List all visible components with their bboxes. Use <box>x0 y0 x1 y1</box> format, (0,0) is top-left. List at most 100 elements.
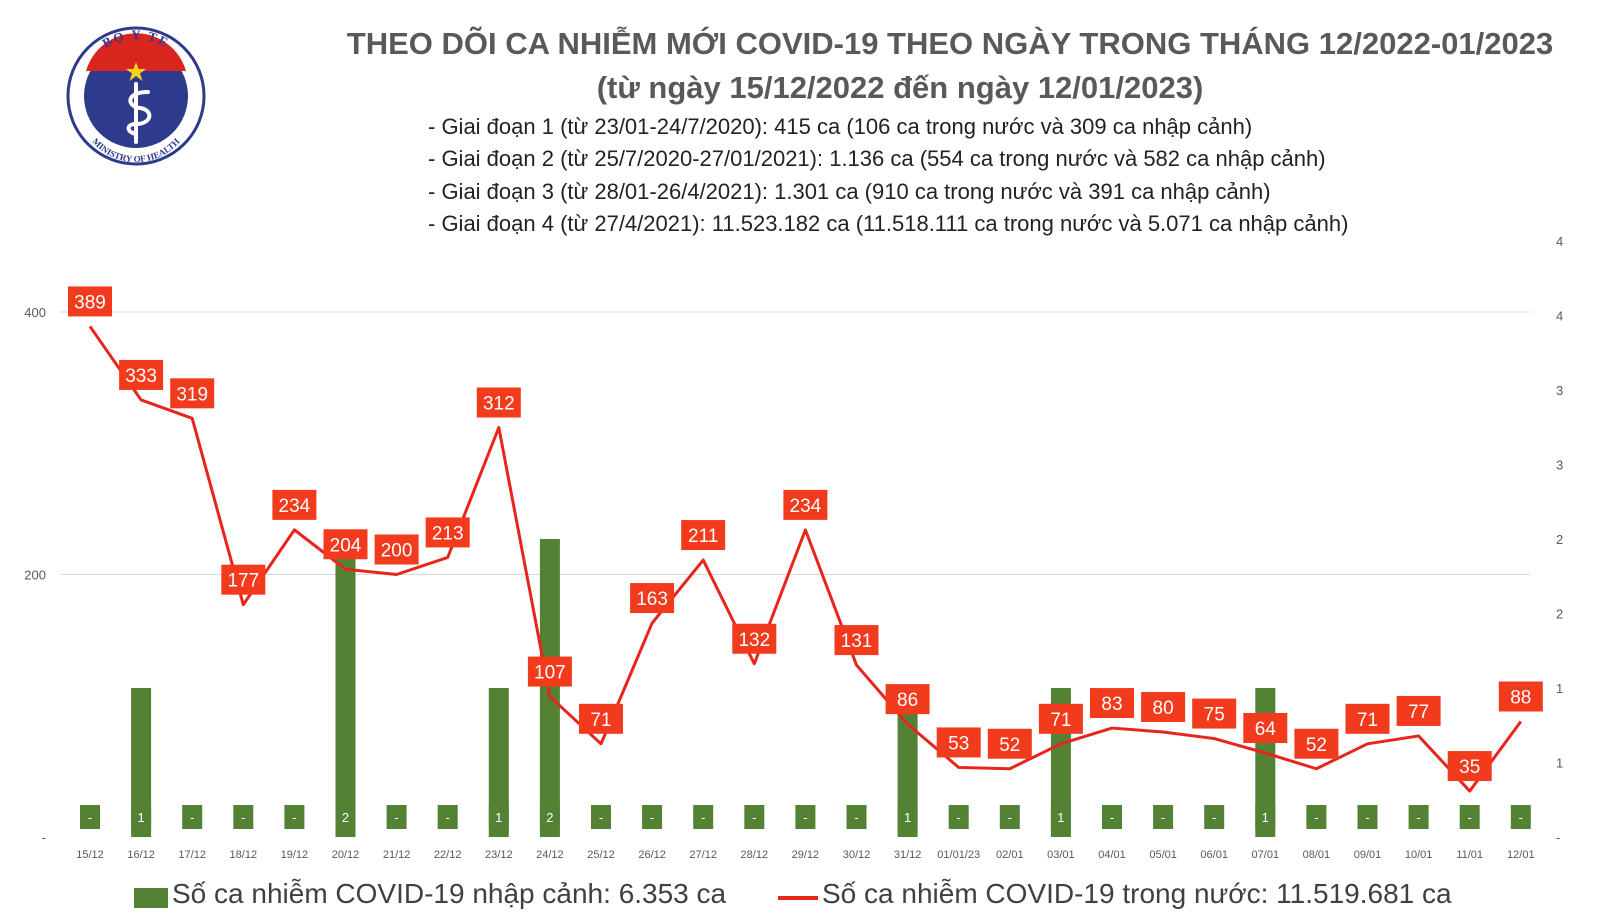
import-bar-label-box <box>1408 805 1429 829</box>
domestic-data-label-text: 77 <box>1408 702 1429 723</box>
domestic-data-label-text: 64 <box>1255 719 1277 740</box>
import-bar-label-box <box>233 805 254 829</box>
domestic-data-label-text: 234 <box>279 496 311 517</box>
x-axis-tick: 10/01 <box>1405 849 1433 861</box>
x-axis-tick: 29/12 <box>792 849 820 861</box>
domestic-data-label-box <box>323 529 368 560</box>
domestic-data-label-text: 312 <box>483 394 515 415</box>
x-axis-tick: 21/12 <box>383 849 411 861</box>
import-bar-label: - <box>1008 810 1012 825</box>
import-bar-label-box <box>386 805 407 829</box>
domestic-data-label: 80 <box>1141 692 1186 722</box>
import-bar <box>1255 688 1276 837</box>
domestic-data-label-text: 131 <box>841 631 873 652</box>
domestic-data-label: 53 <box>936 727 981 758</box>
right-axis: - 1 1 2 2 3 3 4 4 <box>1556 234 1563 845</box>
domestic-data-label-box <box>1498 681 1543 712</box>
domestic-data-label-text: 52 <box>1306 735 1327 756</box>
domestic-data-label-text: 234 <box>790 496 822 517</box>
x-axis-tick: 16/12 <box>127 849 155 861</box>
domestic-line-path <box>88 325 1523 793</box>
import-bar-label: - <box>1468 810 1472 825</box>
import-bar-label: - <box>854 810 858 825</box>
import-bar-label-box <box>948 805 969 829</box>
domestic-data-label-box <box>783 489 828 520</box>
domestic-data-label-text: 200 <box>381 541 413 562</box>
domestic-data-label-box <box>732 623 777 654</box>
import-bar <box>539 539 560 837</box>
domestic-data-label-box <box>68 286 112 317</box>
import-bar-label-box <box>437 805 458 829</box>
import-bar-label: - <box>752 810 756 825</box>
domestic-data-label-box <box>221 564 266 595</box>
import-bar-label-box <box>335 805 356 829</box>
domestic-data-label-box <box>119 359 164 390</box>
right-axis-tick: 4 <box>1556 234 1563 249</box>
left-axis: - 200 400 <box>24 305 46 845</box>
x-axis-tick: 27/12 <box>689 849 717 861</box>
domestic-data-label-text: 132 <box>738 630 770 651</box>
domestic-data-label: 211 <box>681 520 726 551</box>
import-bar-label: - <box>241 810 245 825</box>
domestic-data-label-text: 86 <box>897 690 918 711</box>
import-bar-label-box <box>80 805 100 829</box>
left-axis-tick: 400 <box>24 305 46 320</box>
phase-note-3: - Giai đoạn 3 (từ 28/01-26/4/2021): 1.30… <box>428 179 1271 204</box>
import-bar-label: 1 <box>495 810 502 825</box>
domestic-data-label: 88 <box>1498 681 1543 712</box>
right-axis-tick: 2 <box>1556 532 1563 547</box>
left-axis-tick: - <box>42 830 46 845</box>
domestic-data-label-text: 88 <box>1510 688 1531 709</box>
x-axis-tick: 24/12 <box>536 849 564 861</box>
domestic-data-label-text: 53 <box>948 733 969 754</box>
x-axis-tick: 31/12 <box>894 849 922 861</box>
x-axis-tick: 07/01 <box>1252 849 1280 861</box>
import-bar-label-box <box>795 805 816 829</box>
import-bar-label: - <box>446 810 450 825</box>
domestic-data-label-text: 83 <box>1101 694 1122 715</box>
domestic-data-label-box <box>630 583 675 614</box>
domestic-line <box>88 325 1523 793</box>
domestic-data-label-box <box>579 703 623 734</box>
x-axis-tick: 23/12 <box>485 849 513 861</box>
domestic-data-label-text: 71 <box>1357 710 1378 731</box>
x-axis-tick: 11/01 <box>1456 849 1483 861</box>
import-bar-label: - <box>1314 810 1318 825</box>
import-bar-label: - <box>957 810 961 825</box>
import-bar <box>131 688 152 837</box>
right-axis-tick: 3 <box>1556 458 1563 473</box>
phase-note-2: - Giai đoạn 2 (từ 25/7/2020-27/01/2021):… <box>428 146 1326 171</box>
domestic-data-label-text: 35 <box>1459 757 1480 778</box>
x-axis-tick: 01/01/23 <box>937 849 980 861</box>
import-bar-label: - <box>599 810 603 825</box>
gridlines <box>60 311 1530 575</box>
x-axis-tick: 30/12 <box>843 849 871 861</box>
import-bar-label-box <box>1153 805 1174 829</box>
domestic-data-label: 71 <box>579 703 623 734</box>
domestic-data-label-text: 213 <box>432 523 464 544</box>
import-bar-label: - <box>1212 810 1216 825</box>
domestic-data-label-text: 211 <box>688 526 718 547</box>
legend-import-label: Số ca nhiễm COVID-19 nhập cảnh: 6.353 ca <box>172 878 727 909</box>
x-axis-tick: 15/12 <box>76 849 104 861</box>
domestic-data-label: 77 <box>1396 695 1441 726</box>
domestic-data-label-box <box>1090 688 1134 719</box>
chart-title: THEO DÕI CA NHIỄM MỚI COVID-19 THEO NGÀY… <box>346 26 1554 61</box>
domestic-data-label: 131 <box>834 625 879 656</box>
import-bar-label: 1 <box>1262 810 1269 825</box>
domestic-data-label-box <box>936 727 981 758</box>
x-axis-tick: 06/01 <box>1200 849 1228 861</box>
domestic-data-label: 312 <box>476 387 521 418</box>
import-bar-label: 1 <box>137 810 144 825</box>
domestic-data-label: 132 <box>732 623 777 654</box>
x-axis-labels: 15/12 16/12 17/12 18/12 19/12 20/12 21/12 22/12… <box>76 849 1534 861</box>
import-bar-label-box <box>591 805 611 829</box>
x-axis-tick: 20/12 <box>332 849 360 861</box>
right-axis-tick: - <box>1556 830 1560 845</box>
x-axis-tick: 19/12 <box>281 849 309 861</box>
import-bar-label: - <box>394 810 398 825</box>
ministry-logo-emblem: BỘ Y TẾ MINISTRY OF HEALTH <box>66 26 206 166</box>
domestic-data-label-box <box>1192 698 1237 729</box>
import-bar-label-box <box>999 805 1020 829</box>
domestic-data-label: 52 <box>1294 728 1339 759</box>
